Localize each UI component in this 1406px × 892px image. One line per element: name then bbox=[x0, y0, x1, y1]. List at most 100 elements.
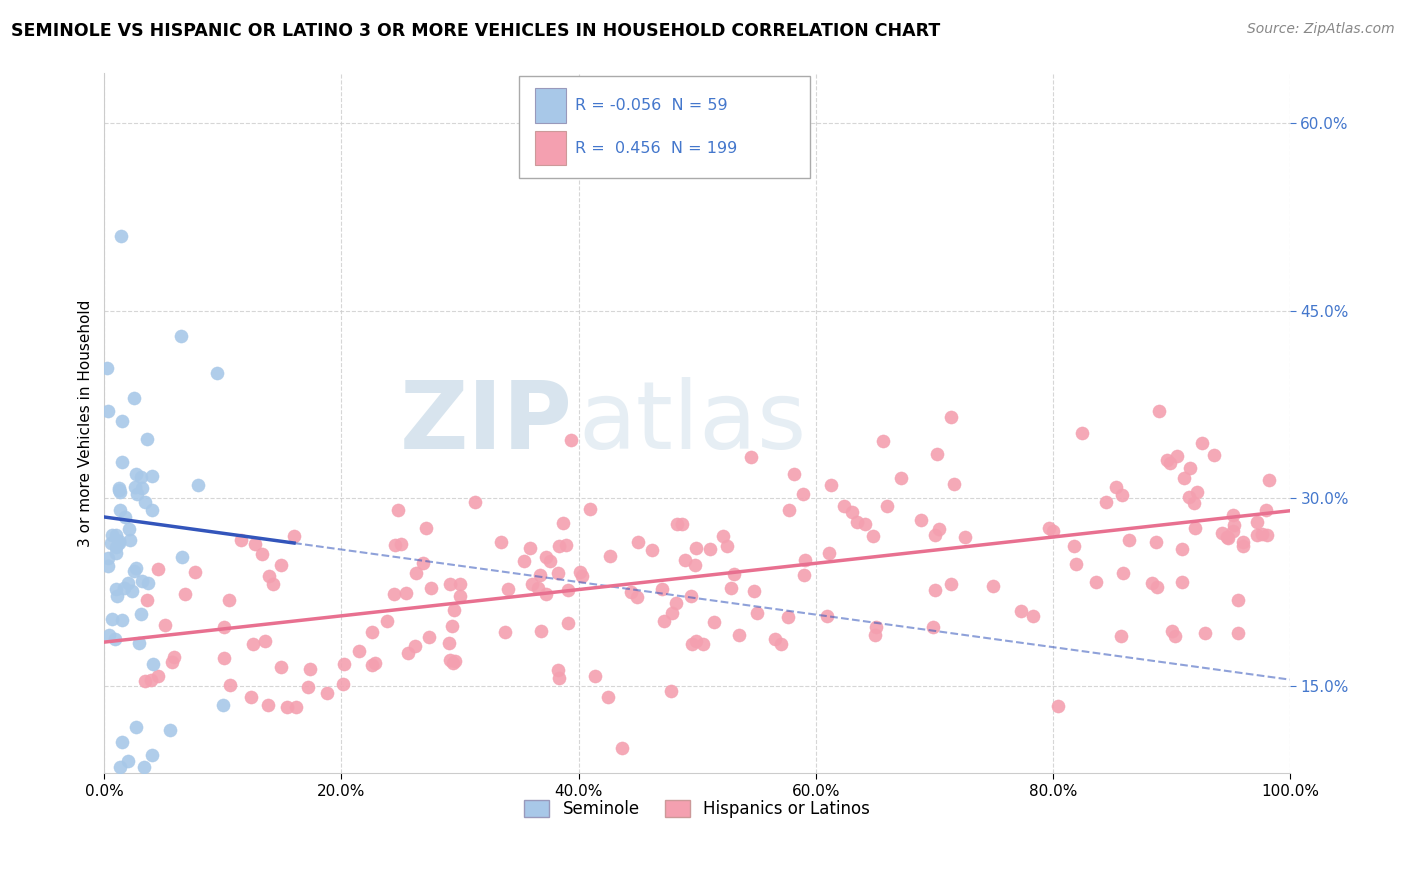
Point bbox=[665, 516, 688, 531]
Point bbox=[1173, 471, 1195, 485]
Point bbox=[692, 637, 714, 651]
Point bbox=[136, 432, 159, 446]
Point bbox=[1105, 479, 1128, 493]
Point bbox=[1250, 527, 1272, 541]
Point bbox=[720, 581, 742, 595]
Point bbox=[855, 516, 877, 531]
Point bbox=[1164, 629, 1187, 643]
Point bbox=[257, 569, 280, 583]
Point bbox=[124, 561, 146, 575]
Point bbox=[1022, 609, 1045, 624]
Point bbox=[1064, 558, 1087, 572]
Point bbox=[890, 471, 912, 485]
Point bbox=[108, 760, 131, 774]
Point bbox=[1218, 531, 1240, 545]
Point bbox=[526, 582, 548, 596]
Point bbox=[583, 669, 606, 683]
Point bbox=[529, 568, 551, 582]
Point bbox=[117, 754, 139, 768]
Point bbox=[97, 550, 120, 565]
Point bbox=[924, 582, 946, 597]
Point bbox=[122, 391, 145, 405]
Point bbox=[96, 361, 118, 376]
Legend: Seminole, Hispanics or Latinos: Seminole, Hispanics or Latinos bbox=[517, 793, 877, 824]
Point bbox=[1109, 629, 1132, 643]
Point bbox=[129, 607, 152, 621]
Point bbox=[560, 433, 582, 447]
Point bbox=[239, 690, 262, 704]
Point bbox=[1202, 448, 1225, 462]
Point bbox=[1184, 521, 1206, 535]
Point bbox=[1140, 575, 1163, 590]
Point bbox=[778, 609, 800, 624]
Point bbox=[111, 735, 134, 749]
Point bbox=[496, 582, 519, 596]
Point bbox=[1257, 474, 1279, 488]
Text: Source: ZipAtlas.com: Source: ZipAtlas.com bbox=[1247, 22, 1395, 37]
FancyBboxPatch shape bbox=[519, 77, 810, 178]
Point bbox=[111, 613, 134, 627]
Point bbox=[110, 455, 132, 469]
Point bbox=[108, 536, 131, 550]
Point bbox=[97, 404, 120, 418]
Point bbox=[1095, 495, 1118, 509]
Point bbox=[253, 634, 276, 648]
Point bbox=[404, 639, 426, 653]
Point bbox=[876, 499, 898, 513]
Point bbox=[146, 669, 169, 683]
Point bbox=[1042, 524, 1064, 539]
Point bbox=[651, 582, 673, 596]
Point bbox=[117, 576, 139, 591]
Point bbox=[745, 607, 768, 621]
Point bbox=[820, 477, 842, 491]
Point bbox=[596, 690, 619, 704]
Point bbox=[107, 533, 129, 548]
Point bbox=[443, 603, 465, 617]
Point bbox=[494, 624, 516, 639]
Text: R =  0.456  N = 199: R = 0.456 N = 199 bbox=[575, 141, 737, 155]
Point bbox=[928, 522, 950, 536]
Point bbox=[1146, 580, 1168, 594]
Point bbox=[444, 655, 467, 669]
Point bbox=[641, 543, 664, 558]
Point bbox=[1191, 435, 1213, 450]
Point bbox=[170, 550, 193, 565]
Point bbox=[763, 632, 786, 646]
Point bbox=[146, 561, 169, 575]
Y-axis label: 3 or more Vehicles in Household: 3 or more Vehicles in Household bbox=[79, 300, 93, 547]
Point bbox=[1063, 539, 1085, 553]
Point bbox=[134, 760, 156, 774]
Point bbox=[1159, 456, 1181, 470]
Point bbox=[1161, 624, 1184, 638]
Point bbox=[134, 673, 156, 688]
Point bbox=[332, 677, 354, 691]
Point bbox=[1246, 515, 1268, 529]
Point bbox=[1227, 592, 1250, 607]
Point bbox=[547, 566, 569, 581]
Point bbox=[219, 678, 242, 692]
Point bbox=[1222, 517, 1244, 532]
Point bbox=[1256, 502, 1278, 516]
Point bbox=[384, 587, 406, 601]
Text: SEMINOLE VS HISPANIC OR LATINO 3 OR MORE VEHICLES IN HOUSEHOLD CORRELATION CHART: SEMINOLE VS HISPANIC OR LATINO 3 OR MORE… bbox=[11, 22, 941, 40]
Point bbox=[673, 553, 696, 567]
Point bbox=[449, 577, 471, 591]
Point bbox=[439, 653, 461, 667]
Point bbox=[101, 612, 124, 626]
Point bbox=[519, 541, 541, 555]
Point bbox=[1216, 530, 1239, 544]
Point bbox=[441, 619, 464, 633]
Point bbox=[104, 540, 127, 554]
Point bbox=[865, 620, 887, 634]
Point bbox=[1222, 508, 1244, 522]
Point bbox=[817, 546, 839, 560]
Point bbox=[723, 566, 745, 581]
Point bbox=[1211, 525, 1233, 540]
Point bbox=[1171, 541, 1194, 556]
Point bbox=[942, 477, 965, 491]
Point bbox=[138, 575, 160, 590]
Bar bbox=[534, 131, 565, 165]
Point bbox=[922, 620, 945, 634]
Point bbox=[770, 637, 793, 651]
Point bbox=[783, 467, 806, 482]
